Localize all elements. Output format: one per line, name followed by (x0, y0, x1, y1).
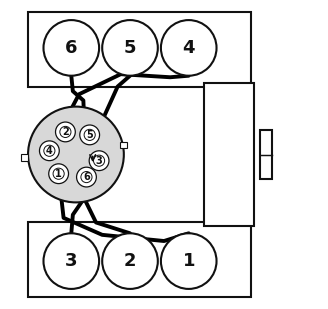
Text: 6: 6 (65, 39, 77, 57)
Circle shape (161, 20, 216, 76)
Text: 5: 5 (124, 39, 136, 57)
Bar (120, 142, 127, 148)
Text: 2: 2 (124, 252, 136, 270)
Circle shape (84, 129, 95, 141)
Bar (21, 154, 28, 161)
Circle shape (60, 126, 71, 138)
Text: 3: 3 (65, 252, 77, 270)
Circle shape (102, 233, 158, 289)
Circle shape (55, 122, 75, 142)
Text: 3: 3 (96, 156, 102, 166)
Circle shape (53, 168, 64, 179)
Text: 2: 2 (62, 127, 69, 137)
Circle shape (76, 167, 96, 187)
Bar (260, 130, 272, 179)
Circle shape (89, 151, 109, 171)
Text: 4: 4 (182, 39, 195, 57)
Circle shape (44, 145, 55, 156)
Bar (28, 12, 251, 87)
Circle shape (81, 171, 92, 183)
Circle shape (80, 125, 100, 145)
Text: 1: 1 (182, 252, 195, 270)
Circle shape (102, 20, 158, 76)
Circle shape (28, 107, 124, 202)
Circle shape (39, 141, 59, 161)
Circle shape (49, 164, 69, 184)
Circle shape (93, 155, 105, 166)
Text: 1: 1 (55, 169, 62, 179)
Circle shape (161, 233, 216, 289)
Bar (204, 83, 254, 226)
Text: 4: 4 (46, 146, 53, 156)
Circle shape (44, 233, 99, 289)
Text: 5: 5 (86, 130, 93, 140)
Circle shape (44, 20, 99, 76)
Text: 6: 6 (83, 172, 90, 182)
Bar (28, 222, 251, 297)
